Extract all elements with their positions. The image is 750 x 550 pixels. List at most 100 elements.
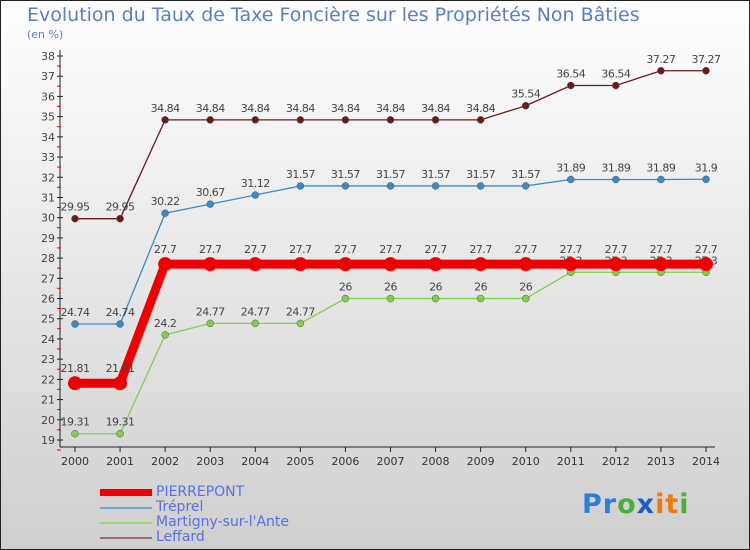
data-label: 26 (474, 281, 487, 294)
data-label: 27.7 (199, 243, 222, 256)
data-label: 21.81 (61, 362, 90, 375)
y-tick-label: 20 (41, 414, 55, 427)
data-label: 24.74 (61, 306, 90, 319)
legend: PIERREPONT Tréprel Martigny-sur-l'Ante L… (100, 485, 289, 545)
x-tick-label: 2008 (422, 455, 450, 468)
data-label: 34.84 (421, 102, 450, 115)
data-label: 34.84 (466, 102, 495, 115)
y-tick-label: 30 (41, 212, 55, 225)
data-point (116, 320, 124, 328)
data-point (161, 331, 169, 339)
y-tick-label: 34 (41, 131, 55, 144)
y-tick-label: 21 (41, 394, 55, 407)
data-point (383, 257, 398, 272)
data-label: 26 (429, 281, 442, 294)
data-point (386, 116, 395, 124)
data-label: 27.7 (289, 243, 312, 256)
data-point (567, 175, 575, 184)
x-tick-label: 2004 (241, 455, 269, 468)
legend-swatch (100, 536, 152, 539)
x-tick-label: 2002 (151, 455, 179, 468)
data-point (158, 257, 173, 272)
data-label: 31.89 (601, 161, 630, 174)
x-tick-label: 2010 (512, 455, 540, 468)
x-tick-label: 2012 (602, 455, 630, 468)
legend-swatch (100, 489, 152, 496)
data-label: 27.7 (244, 243, 267, 256)
data-label: 31.57 (421, 168, 450, 181)
data-label: 30.67 (196, 186, 225, 199)
data-point (657, 175, 665, 184)
data-point (338, 257, 353, 272)
data-label: 31.9 (695, 161, 718, 174)
data-label: 34.84 (151, 102, 180, 115)
data-label: 27.7 (154, 243, 177, 256)
data-point (341, 182, 350, 190)
data-label: 34.84 (376, 102, 405, 115)
legend-item: Martigny-sur-l'Ante (100, 515, 289, 530)
data-label: 27.7 (424, 243, 447, 256)
data-point (473, 257, 488, 272)
legend-swatch (100, 506, 152, 509)
legend-label: Tréprel (156, 499, 204, 515)
data-point (702, 175, 710, 184)
data-point (563, 257, 578, 272)
data-point (518, 257, 533, 272)
y-tick-label: 23 (41, 353, 55, 366)
y-tick-label: 28 (41, 252, 55, 265)
data-label: 30.22 (151, 195, 180, 208)
legend-item: PIERREPONT (100, 485, 289, 500)
data-label: 24.77 (286, 305, 315, 318)
data-point (431, 116, 440, 124)
x-tick-label: 2001 (106, 455, 134, 468)
y-tick-label: 25 (41, 313, 55, 326)
data-point (251, 191, 260, 199)
legend-item: Tréprel (100, 500, 289, 515)
data-point (612, 175, 620, 184)
data-point (296, 116, 305, 124)
data-point (116, 214, 124, 223)
legend-item: Leffard (100, 530, 289, 545)
y-tick-label: 26 (41, 293, 55, 306)
data-label: 37.27 (692, 53, 721, 66)
data-point (296, 182, 305, 190)
y-tick-label: 38 (41, 50, 55, 63)
data-point (657, 67, 665, 75)
data-point (476, 294, 485, 303)
x-tick-label: 2005 (286, 455, 314, 468)
legend-label: Martigny-sur-l'Ante (156, 514, 290, 530)
y-tick-label: 33 (41, 151, 55, 164)
data-label: 19.31 (61, 416, 90, 429)
data-point (161, 116, 169, 124)
chart-title: Evolution du Taux de Taxe Foncière sur l… (27, 4, 640, 26)
data-label: 27.7 (605, 243, 628, 256)
data-label: 31.57 (376, 168, 405, 181)
x-tick-label: 2013 (647, 455, 675, 468)
data-point (521, 182, 530, 190)
x-tick-label: 2007 (377, 455, 405, 468)
y-tick-label: 27 (41, 272, 55, 285)
y-tick-label: 31 (41, 191, 55, 204)
legend-label: Leffard (156, 529, 205, 545)
data-label: 31.89 (556, 161, 585, 174)
data-label: 26 (519, 281, 532, 294)
proxiti-logo: Proxiti (582, 489, 690, 520)
data-label: 19.31 (106, 416, 135, 429)
legend-swatch (100, 521, 152, 524)
y-tick-label: 19 (41, 434, 55, 447)
y-tick-label: 35 (41, 111, 55, 124)
data-label: 27.7 (334, 243, 357, 256)
data-point (386, 182, 395, 190)
data-point (68, 376, 82, 391)
data-label: 31.89 (646, 161, 675, 174)
y-tick-label: 29 (41, 232, 55, 245)
data-point (251, 116, 260, 124)
y-axis-unit: (en %) (27, 28, 64, 41)
data-label: 27.7 (695, 243, 718, 256)
data-label: 35.54 (511, 88, 540, 101)
data-label: 21.81 (106, 362, 135, 375)
data-point (203, 257, 218, 272)
data-label: 26 (384, 281, 397, 294)
